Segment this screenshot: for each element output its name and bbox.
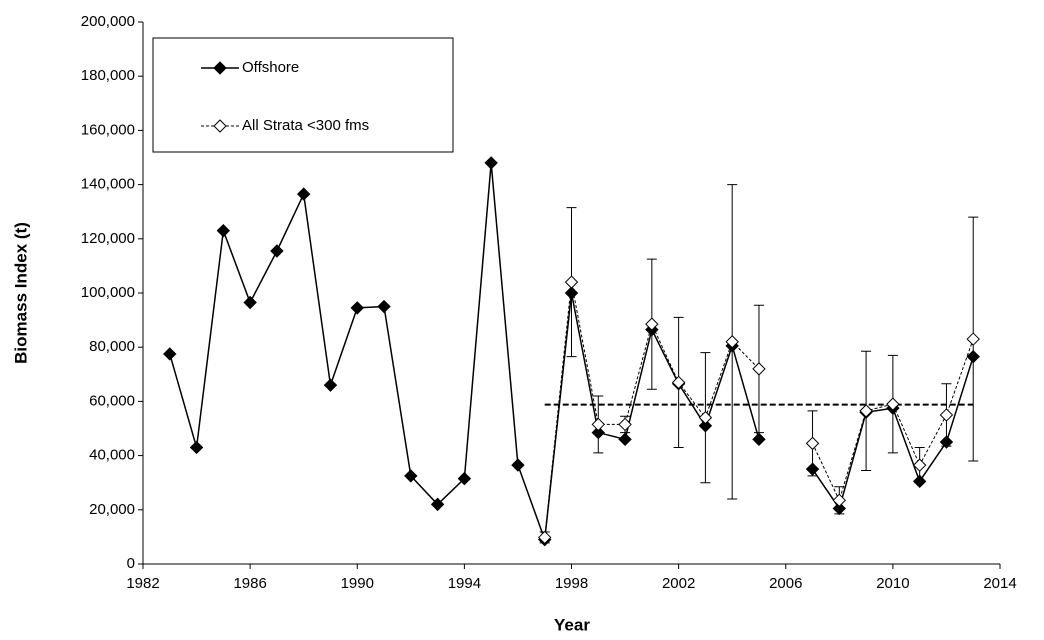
y-tick-label: 80,000	[89, 338, 135, 355]
data-point	[832, 501, 847, 516]
data-point	[966, 332, 980, 346]
data-point	[511, 458, 525, 472]
legend-marker	[213, 119, 227, 133]
data-point	[216, 223, 231, 238]
x-tick-label: 1982	[126, 575, 159, 592]
data-point	[564, 286, 579, 300]
data-point	[377, 299, 391, 314]
x-tick-label: 1994	[448, 575, 481, 592]
data-point	[243, 295, 257, 310]
data-point	[538, 530, 552, 545]
data-point	[296, 187, 311, 201]
data-point	[966, 349, 980, 364]
legend-box	[152, 37, 454, 153]
y-axis-title: Biomass Index (t)	[11, 222, 30, 364]
x-tick-label: 1990	[341, 575, 374, 592]
y-tick-label: 180,000	[81, 67, 135, 84]
data-point	[484, 156, 498, 170]
data-point	[189, 440, 204, 455]
data-point	[752, 362, 766, 376]
data-point	[163, 347, 177, 361]
data-point	[886, 397, 900, 411]
data-point	[939, 435, 954, 449]
y-tick-label: 0	[127, 555, 135, 572]
data-point	[645, 317, 659, 331]
x-tick-label: 1998	[555, 575, 588, 592]
legend-marker	[213, 61, 227, 75]
data-point	[270, 244, 284, 258]
data-point	[805, 436, 820, 451]
x-axis-title: Year	[554, 615, 590, 634]
data-point	[698, 419, 713, 433]
x-tick-label: 1986	[233, 575, 266, 592]
data-point	[618, 417, 632, 432]
legend-label: Offshore	[242, 59, 299, 76]
data-point	[725, 335, 739, 349]
data-point	[564, 275, 579, 289]
data-point	[912, 474, 927, 489]
y-tick-label: 100,000	[81, 284, 135, 301]
data-point	[350, 301, 364, 315]
y-tick-label: 200,000	[81, 13, 135, 30]
y-tick-label: 60,000	[89, 392, 135, 409]
data-point	[939, 408, 954, 422]
data-point	[323, 378, 338, 392]
data-point	[430, 497, 445, 512]
y-tick-label: 140,000	[81, 176, 135, 193]
data-point	[859, 404, 873, 418]
x-tick-label: 2010	[876, 575, 909, 592]
data-point	[404, 469, 418, 483]
y-tick-label: 40,000	[89, 447, 135, 464]
data-point	[591, 425, 605, 440]
data-point	[591, 417, 605, 432]
y-tick-label: 120,000	[81, 230, 135, 247]
x-tick-label: 2002	[662, 575, 695, 592]
data-point	[698, 410, 713, 425]
data-point	[912, 458, 927, 472]
y-tick-label: 20,000	[89, 501, 135, 518]
data-point	[832, 493, 847, 508]
x-tick-label: 2006	[769, 575, 802, 592]
data-point	[457, 471, 472, 486]
data-point	[752, 432, 766, 447]
x-tick-label: 2014	[983, 575, 1016, 592]
data-point	[671, 375, 686, 390]
data-point	[805, 462, 820, 476]
data-point	[618, 432, 632, 447]
legend-label: All Strata <300 fms	[242, 117, 369, 134]
y-tick-label: 160,000	[81, 121, 135, 138]
